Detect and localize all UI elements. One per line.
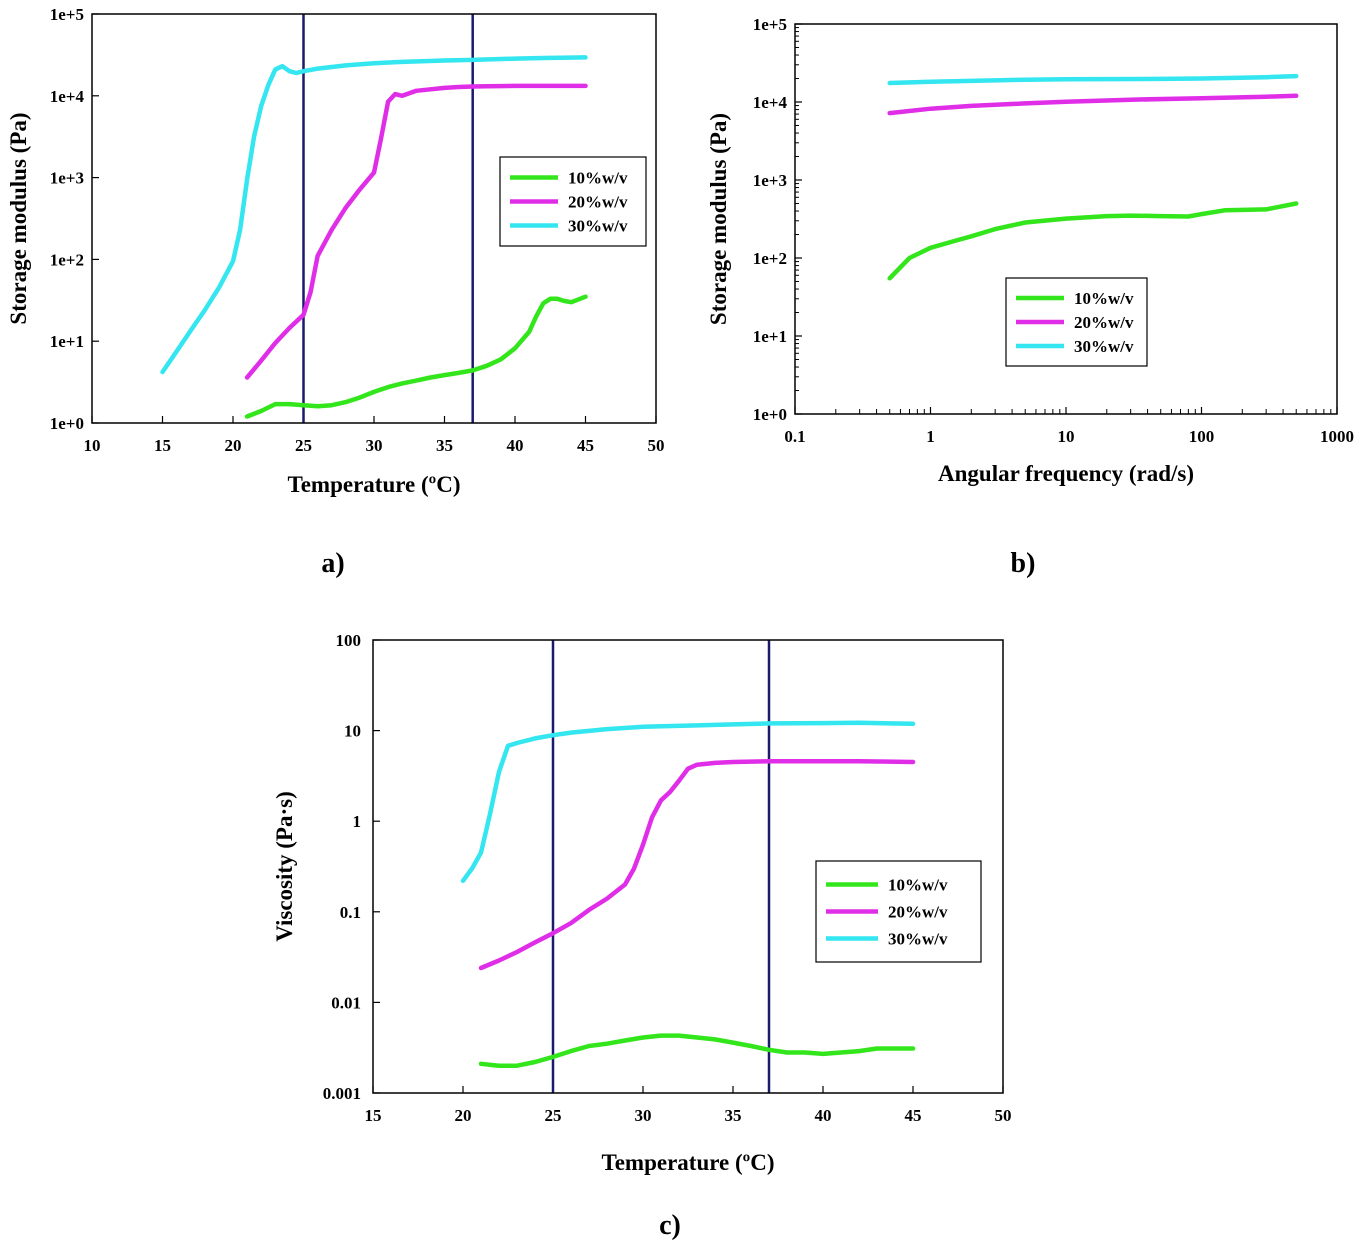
- y-tick-label: 1e+4: [50, 87, 85, 106]
- y-tick-label: 1e+1: [753, 327, 787, 346]
- y-tick-label: 100: [336, 631, 362, 650]
- y-tick-label: 0.001: [323, 1084, 361, 1103]
- x-tick-label: 10: [84, 436, 101, 455]
- legend-label: 10%w/v: [888, 876, 948, 895]
- x-tick-label: 45: [905, 1106, 922, 1125]
- y-tick-label: 1e+0: [753, 405, 787, 424]
- legend-label: 10%w/v: [1074, 289, 1134, 308]
- y-axis-title: Storage modulus (Pa): [706, 113, 731, 325]
- series-line-20pct-w-v: [478, 758, 916, 971]
- chart-panel-c: 15 20 25 30 35 40 45 50 0.001 0.01 0.1 1 10 100 10%w/v…: [272, 631, 1012, 1241]
- legend-label: 20%w/v: [568, 193, 628, 212]
- x-tick-label: 35: [725, 1106, 742, 1125]
- plot-frame: [91, 13, 657, 424]
- legend: 10%w/v 20%w/v 30%w/v: [815, 860, 982, 963]
- legend: 10%w/v 20%w/v 30%w/v: [499, 156, 647, 247]
- series-line-10pct-w-v: [244, 294, 588, 419]
- x-tick-label: 50: [995, 1106, 1012, 1125]
- y-tick-label: 1e+1: [50, 332, 84, 351]
- legend-label: 20%w/v: [888, 903, 948, 922]
- y-tick-label: 1e+2: [753, 249, 787, 268]
- y-tick-label: 1e+5: [753, 15, 787, 34]
- y-axis-title: Storage modulus (Pa): [6, 112, 31, 324]
- x-axis-title: Temperature (ºC): [287, 472, 460, 497]
- legend-label: 30%w/v: [888, 930, 948, 949]
- y-tick-label: 1e+0: [50, 414, 84, 433]
- y-tick-label: 1: [353, 812, 362, 831]
- x-tick-label: 100: [1189, 427, 1215, 446]
- plot-frame: [794, 23, 1338, 415]
- legend-box: [815, 860, 982, 963]
- legend-label: 20%w/v: [1074, 313, 1134, 332]
- x-tick-label: 35: [436, 436, 453, 455]
- x-tick-label: 20: [455, 1106, 472, 1125]
- x-tick-label: 20: [225, 436, 242, 455]
- legend: 10%w/v 20%w/v 30%w/v: [1005, 277, 1148, 367]
- x-tick-label: 10: [1058, 427, 1075, 446]
- x-tick-label: 40: [815, 1106, 832, 1125]
- x-tick-label: 30: [366, 436, 383, 455]
- x-tick-label: 40: [507, 436, 524, 455]
- x-tick-label: 25: [545, 1106, 562, 1125]
- panel-label: c): [659, 1210, 681, 1241]
- y-tick-label: 1e+4: [753, 93, 788, 112]
- legend-label: 30%w/v: [1074, 337, 1134, 356]
- x-tick-label: 15: [154, 436, 171, 455]
- panel-label: a): [321, 548, 344, 579]
- series-line-30pct-w-v: [887, 73, 1299, 86]
- x-tick-label: 50: [648, 436, 665, 455]
- series-line-10pct-w-v: [478, 1033, 916, 1068]
- x-tick-label: 1000: [1320, 427, 1354, 446]
- series-line-20pct-w-v: [244, 83, 588, 380]
- y-tick-label: 0.01: [331, 993, 361, 1012]
- x-axis-title: Temperature (ºC): [601, 1150, 774, 1175]
- y-tick-label: 10: [344, 722, 361, 741]
- series-line-30pct-w-v: [160, 55, 588, 375]
- x-tick-label: 15: [365, 1106, 382, 1125]
- plot-frame: [372, 639, 1004, 1094]
- y-tick-label: 0.1: [340, 903, 361, 922]
- x-axis-title: Angular frequency (rad/s): [938, 461, 1194, 486]
- chart-panel-b: 0.1 1 10 100 1000 1e+0 1e+1 1e+2 1e+3 1e+4 1e+5 10%…: [706, 15, 1354, 579]
- series-line-30pct-w-v: [460, 720, 916, 884]
- y-axis-title: Viscosity (Pa·s): [272, 791, 297, 942]
- series-line-20pct-w-v: [887, 93, 1299, 116]
- y-tick-label: 1e+3: [753, 171, 787, 190]
- y-tick-label: 1e+3: [50, 169, 84, 188]
- legend-label: 30%w/v: [568, 217, 628, 236]
- chart-panel-a: 10 15 20 25 30 35 40 45 50 1e+0 1e+1 1e+2 1e+3 1e+4 1e…: [6, 5, 665, 579]
- x-tick-label: 30: [635, 1106, 652, 1125]
- y-tick-label: 1e+2: [50, 250, 84, 269]
- y-tick-label: 1e+5: [50, 5, 84, 24]
- x-tick-label: 45: [577, 436, 594, 455]
- series-line-10pct-w-v: [887, 201, 1299, 281]
- x-tick-label: 25: [295, 436, 312, 455]
- legend-label: 10%w/v: [568, 169, 628, 188]
- panel-label: b): [1011, 548, 1036, 579]
- x-tick-label: 0.1: [784, 427, 805, 446]
- x-tick-label: 1: [926, 427, 935, 446]
